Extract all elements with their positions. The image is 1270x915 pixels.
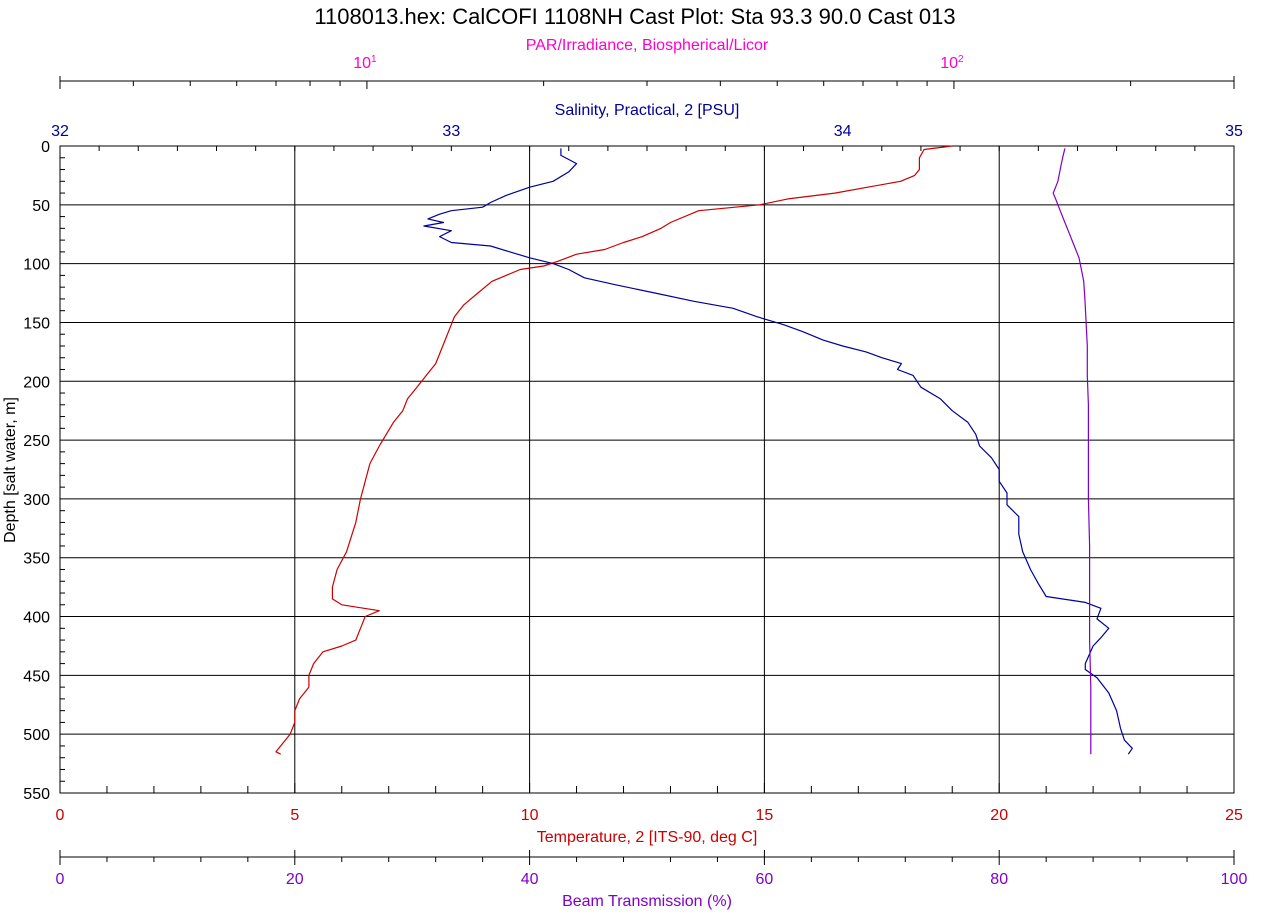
depth-tick-label: 150	[23, 315, 50, 332]
beam-tick-label: 0	[56, 871, 65, 888]
temperature-axis: 0 5 10 15 20 25 Temperature, 2 [ITS-90, deg C…	[56, 783, 1243, 846]
plot-frame	[59, 145, 1235, 794]
par-axis-title: PAR/Irradiance, Biospherical/Licor	[526, 37, 769, 54]
depth-axis: Depth [salt water, m] 0 50 100 150 200 250 300…	[2, 139, 65, 803]
beam-tick-label: 20	[286, 871, 304, 888]
temperature-tick-label: 15	[756, 807, 774, 824]
beam-profile-line	[1052, 148, 1092, 755]
depth-tick-label: 0	[41, 139, 50, 156]
depth-tick-label: 300	[23, 492, 50, 509]
par-tick-label: 101	[353, 54, 377, 72]
beam-tick-label: 100	[1221, 871, 1248, 888]
beam-axis-title: Beam Transmission (%)	[562, 893, 732, 910]
temperature-tick-label: 25	[1225, 807, 1243, 824]
temperature-profile-line	[275, 145, 953, 755]
depth-tick-label: 350	[23, 551, 50, 568]
beam-tick-label: 40	[521, 871, 539, 888]
temperature-tick-label: 0	[56, 807, 65, 824]
salinity-profile-line	[423, 148, 1133, 755]
salinity-tick-label: 32	[51, 123, 69, 140]
grid	[59, 145, 1235, 794]
salinity-axis: Salinity, Practical, 2 [PSU] 32 33 34 35	[51, 102, 1243, 151]
series-layer	[275, 145, 1133, 755]
salinity-tick-label: 35	[1225, 123, 1243, 140]
depth-tick-label: 250	[23, 433, 50, 450]
beam-tick-label: 60	[756, 871, 774, 888]
salinity-axis-title: Salinity, Practical, 2 [PSU]	[555, 102, 740, 119]
temperature-axis-title: Temperature, 2 [ITS-90, deg C]	[537, 829, 758, 846]
salinity-tick-label: 34	[834, 123, 852, 140]
depth-tick-label: 450	[23, 668, 50, 685]
chart-title: 1108013.hex: CalCOFI 1108NH Cast Plot: S…	[314, 4, 955, 29]
temperature-tick-label: 5	[290, 807, 299, 824]
par-tick-label: 102	[940, 54, 964, 72]
depth-tick-label: 100	[23, 257, 50, 274]
beam-axis: 0 20 40 60 80 100 Beam Transmission (%)	[56, 850, 1248, 910]
depth-tick-label: 50	[32, 198, 50, 215]
par-axis: PAR/Irradiance, Biospherical/Licor 101 10…	[59, 37, 1235, 89]
salinity-tick-label: 33	[442, 123, 460, 140]
depth-tick-label: 500	[23, 727, 50, 744]
beam-tick-label: 80	[990, 871, 1008, 888]
depth-axis-title: Depth [salt water, m]	[2, 397, 19, 543]
depth-tick-label: 200	[23, 374, 50, 391]
temperature-tick-label: 10	[521, 807, 539, 824]
depth-tick-label: 400	[23, 610, 50, 627]
temperature-tick-label: 20	[990, 807, 1008, 824]
depth-tick-label: 550	[23, 786, 50, 803]
